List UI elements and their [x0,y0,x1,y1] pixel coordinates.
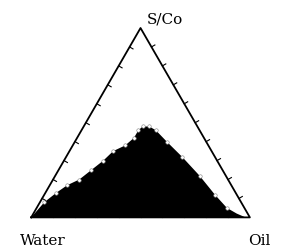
Polygon shape [31,127,250,217]
Text: Water: Water [20,233,66,247]
Text: S/Co: S/Co [147,13,183,27]
Text: Oil: Oil [248,233,270,247]
